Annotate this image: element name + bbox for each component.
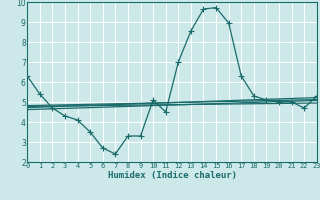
- X-axis label: Humidex (Indice chaleur): Humidex (Indice chaleur): [108, 171, 236, 180]
